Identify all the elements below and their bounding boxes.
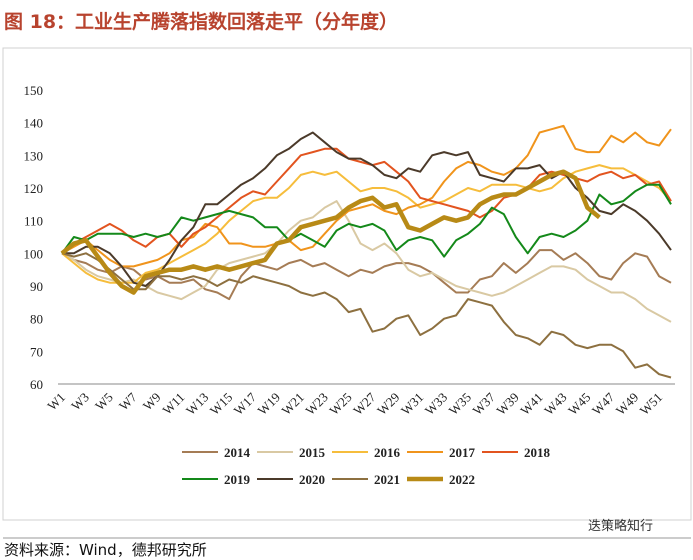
x-tick-label: W19: [255, 390, 283, 418]
chart-frame: [2, 47, 692, 521]
x-tick-label: W37: [470, 389, 499, 418]
x-tick-label: W51: [637, 390, 665, 418]
x-tick-label: W13: [183, 390, 211, 418]
y-tick-label: 110: [24, 214, 43, 229]
legend-label: 2017: [449, 445, 476, 460]
x-tick-label: W1: [44, 390, 68, 414]
x-tick-label: W17: [231, 389, 260, 418]
x-tick-label: W29: [374, 390, 402, 418]
series-line: [61, 200, 672, 323]
y-tick-label: 100: [24, 246, 44, 261]
series-line: [61, 124, 672, 268]
x-tick-label: W41: [517, 390, 545, 418]
x-tick-label: W23: [302, 390, 330, 418]
x-tick-label: W47: [589, 389, 618, 418]
x-tick-label: W15: [207, 390, 235, 418]
x-tick-label: W21: [278, 390, 306, 418]
x-tick-label: W27: [350, 389, 379, 418]
series-line: [61, 183, 672, 258]
x-tick-label: W9: [140, 390, 164, 414]
x-tick-label: W25: [326, 390, 354, 418]
y-tick-label: 90: [30, 279, 43, 294]
legend-label: 2022: [449, 472, 475, 487]
legend-label: 2018: [524, 445, 551, 460]
x-tick-label: W45: [565, 390, 593, 418]
y-tick-label: 150: [24, 83, 44, 98]
x-tick-label: W3: [68, 390, 92, 414]
y-tick-label: 80: [30, 312, 43, 327]
x-tick-label: W11: [159, 390, 187, 418]
chart-title: 图 18：工业生产腾落指数回落走平（分年度）: [4, 10, 398, 33]
legend-label: 2021: [374, 472, 400, 487]
legend-label: 2015: [299, 445, 326, 460]
source: 资料来源：Wind，德邦研究所: [4, 541, 207, 559]
series-line: [60, 169, 601, 295]
x-tick-label: W5: [92, 390, 116, 414]
x-tick-label: W49: [613, 390, 641, 418]
y-tick-label: 140: [24, 116, 44, 131]
series-line: [62, 131, 672, 287]
x-tick-label: W33: [422, 390, 450, 418]
legend-label: 2020: [299, 472, 325, 487]
watermark: 迭策略知行: [588, 518, 653, 534]
legend-label: 2019: [224, 472, 251, 487]
y-tick-label: 70: [30, 344, 43, 359]
y-tick-label: 120: [24, 181, 44, 196]
x-tick-label: W31: [398, 390, 426, 418]
x-tick-label: W35: [446, 390, 474, 418]
legend-label: 2014: [224, 445, 251, 460]
x-tick-label: W43: [541, 390, 569, 418]
x-tick-label: W7: [116, 389, 140, 413]
y-tick-label: 130: [24, 148, 44, 163]
legend-label: 2016: [374, 445, 401, 460]
series-line: [61, 249, 672, 301]
y-tick-label: 60: [30, 377, 43, 392]
series-line: [61, 252, 672, 379]
x-tick-label: W39: [493, 390, 521, 418]
